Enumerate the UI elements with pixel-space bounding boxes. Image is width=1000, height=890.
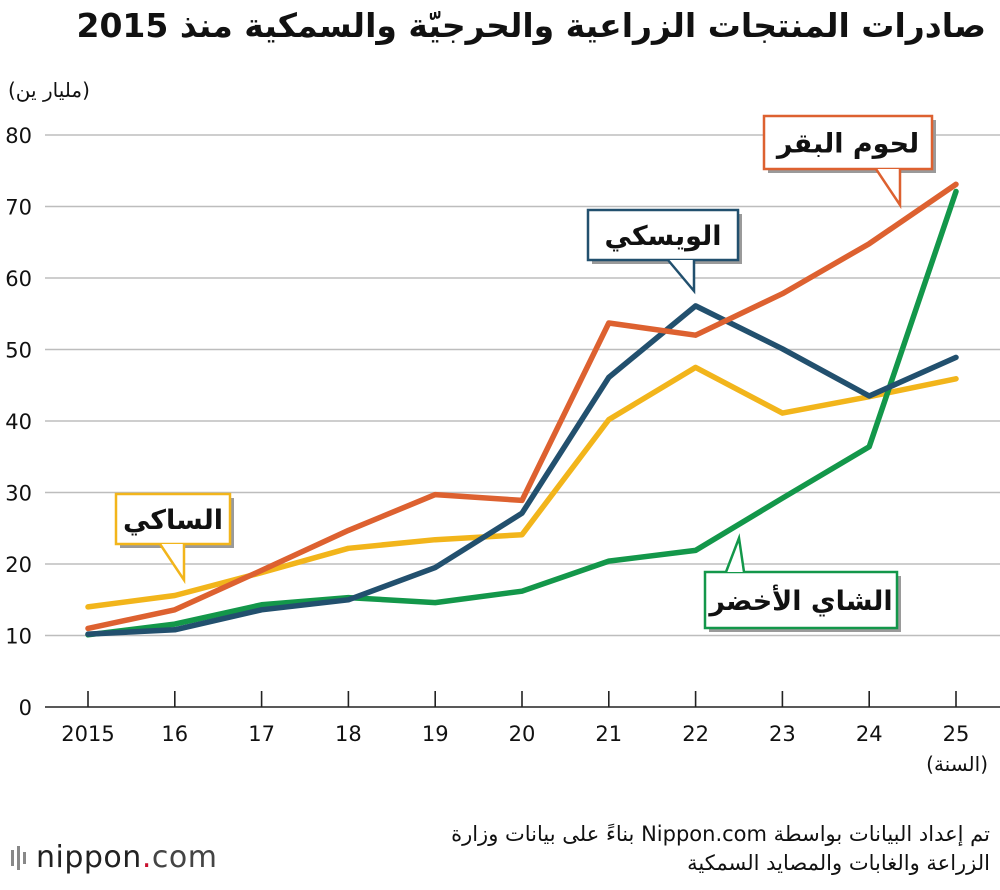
series-label: الويسكي [605, 221, 722, 252]
y-tick-label: 0 [19, 696, 32, 720]
callout-1: الشاي الأخضر [703, 533, 901, 632]
series-line-1 [85, 188, 959, 638]
series-callouts: الساكي الويسكي لحوم البقر الشاي الأخضر [114, 114, 936, 632]
gridlines [45, 134, 1000, 708]
y-tick-label: 80 [5, 124, 32, 148]
y-tick-label: 10 [5, 625, 32, 649]
series-label: الساكي [123, 505, 223, 536]
series-label: الشاي الأخضر [707, 584, 892, 617]
y-tick-label: 40 [5, 410, 32, 434]
callout-box [762, 114, 934, 171]
callout-3: لحوم البقر [762, 114, 936, 210]
y-axis-unit-label: (مليار ين) [8, 78, 90, 102]
logo-text-dot: . [141, 840, 152, 875]
callout-box [703, 570, 899, 630]
x-tick-label: 22 [682, 722, 709, 746]
series-label: لحوم البقر [775, 129, 919, 160]
callout-tail [667, 259, 696, 295]
x-tick-label: 20 [509, 722, 536, 746]
nippon-logo: nippon. com [10, 840, 217, 875]
series-lines [85, 181, 959, 638]
x-tick-label: 17 [248, 722, 275, 746]
x-tick-label: 23 [769, 722, 796, 746]
x-tick-label: 16 [161, 722, 188, 746]
callout-tail [724, 533, 746, 573]
callout-0: الساكي [114, 492, 234, 585]
x-tick-label: 25 [943, 722, 970, 746]
logo-text-main: nippon [36, 840, 142, 875]
callout-2: الويسكي [586, 208, 742, 295]
nippon-logo-mark-icon [11, 845, 26, 870]
x-axis-unit-label: (السنة) [926, 752, 988, 776]
y-tick-label: 60 [5, 267, 32, 291]
y-axis-ticks: 0 10 20 30 40 50 60 70 80 [5, 124, 32, 720]
x-tick-label: 2015 [61, 722, 114, 746]
x-tick-label: 21 [595, 722, 622, 746]
logo-text-tld: com [151, 840, 218, 875]
y-tick-label: 30 [5, 482, 32, 506]
callout-tail [158, 543, 186, 585]
x-tick-label: 18 [335, 722, 362, 746]
y-tick-label: 70 [5, 196, 32, 220]
x-tick-label: 24 [856, 722, 883, 746]
y-tick-label: 50 [5, 339, 32, 363]
x-tick-label: 19 [422, 722, 449, 746]
source-note: تم إعداد البيانات بواسطة Nippon.com بناء… [451, 822, 990, 875]
x-axis-ticks: 2015 16 17 18 19 20 21 22 23 24 25 [61, 691, 969, 746]
y-tick-label: 20 [5, 553, 32, 577]
callout-tail [874, 168, 902, 210]
chart-title: صادرات المنتجات الزراعية والحرجيّة والسم… [76, 6, 987, 45]
callout-box [586, 208, 740, 262]
